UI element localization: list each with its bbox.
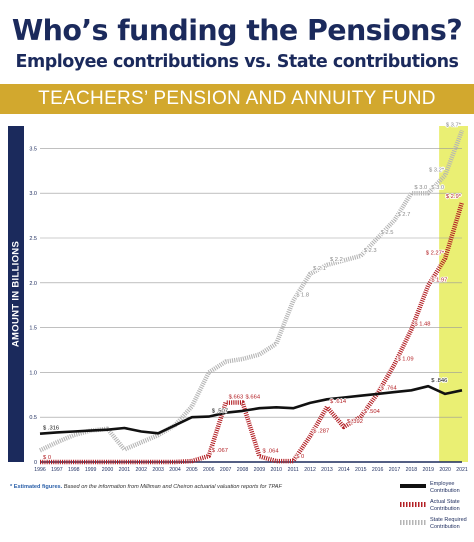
- x-tick-label: 2021: [456, 467, 468, 473]
- x-tick-label: 1997: [51, 467, 63, 473]
- footnote-source: Based on the information from Milliman a…: [63, 484, 282, 490]
- data-label: $ .392: [347, 419, 363, 425]
- data-label: $ 1.8: [296, 293, 309, 299]
- data-label: $ .764: [381, 386, 398, 392]
- y-tick-label: 2.0: [29, 281, 37, 287]
- x-tick-label: 1996: [34, 467, 46, 473]
- x-tick-label: 2020: [439, 467, 451, 473]
- x-tick-label: 2001: [119, 467, 131, 473]
- data-label: $ 2.3: [364, 248, 377, 254]
- x-tick-label: 2012: [304, 467, 316, 473]
- y-tick-label: 0.5: [29, 415, 37, 421]
- data-label: $ 1.97: [431, 277, 447, 283]
- page-title: Who’s funding the Pensions?: [11, 14, 463, 47]
- data-label: $ 2.2: [330, 257, 343, 263]
- data-label: $ .846: [431, 378, 447, 384]
- y-tick-label: 1.0: [29, 370, 37, 376]
- data-label: $ .507: [212, 409, 228, 415]
- data-label: $ .316: [43, 426, 59, 432]
- x-tick-label: 2010: [271, 467, 283, 473]
- data-label: $ .067: [212, 448, 228, 454]
- x-tick-label: 1999: [85, 467, 97, 473]
- data-label: $ 1.09: [397, 356, 413, 362]
- data-label: $ 3.7*: [446, 122, 462, 128]
- legend-swatch-employee: [400, 484, 426, 488]
- data-label: $ .504: [364, 409, 381, 415]
- x-tick-label: 2008: [237, 467, 249, 473]
- y-tick-label: 1.5: [29, 326, 37, 332]
- estimate-band: [439, 126, 468, 462]
- y-tick-label: 3.5: [29, 146, 37, 152]
- footnote: * Estimated figures. Based on the inform…: [10, 484, 282, 490]
- legend-label: Employee Contribution: [430, 481, 460, 494]
- series-line-state-required: [39, 129, 465, 453]
- data-label: $ 2.7: [397, 212, 410, 218]
- x-tick-label: 2013: [321, 467, 333, 473]
- data-label: $ 0: [43, 455, 51, 461]
- x-tick-label: 1998: [68, 467, 80, 473]
- footnote-estimated: * Estimated figures.: [10, 484, 63, 490]
- data-label: $ 2.5: [381, 230, 394, 236]
- legend-item: Actual State Contribution: [400, 499, 472, 517]
- legend-label: Actual State Contribution: [430, 499, 460, 512]
- data-label: $ 2.27*: [426, 251, 445, 257]
- x-tick-label: 2003: [152, 467, 164, 473]
- data-label: $.663: [229, 395, 244, 401]
- x-tick-label: 2016: [372, 467, 384, 473]
- x-tick-label: 2002: [136, 467, 148, 473]
- data-label: $ 3.0: [414, 185, 427, 191]
- x-tick-label: 2007: [220, 467, 232, 473]
- fund-banner: TEACHERS’ PENSION AND ANNUITY FUND: [0, 84, 474, 114]
- x-tick-label: 2015: [355, 467, 367, 473]
- x-tick-label: 2014: [338, 467, 350, 473]
- y-tick-label: 3.0: [29, 191, 37, 197]
- data-label: $ 2.9*: [446, 194, 462, 200]
- x-tick-label: 2000: [102, 467, 114, 473]
- legend-swatch-state-required: [400, 520, 426, 525]
- x-tick-label: 2005: [186, 467, 198, 473]
- x-tick-label: 2006: [203, 467, 215, 473]
- data-label: $ 0: [296, 454, 304, 460]
- y-tick-label: 2.5: [29, 236, 37, 242]
- series-line-employee: [39, 384, 463, 435]
- y-tick-label: 0: [34, 460, 37, 466]
- legend-item: Employee Contribution: [400, 481, 472, 499]
- legend-item: State Required Contribution: [400, 517, 472, 535]
- legend-swatch-actual-state: [400, 502, 426, 507]
- legend-label: State Required Contribution: [430, 517, 467, 530]
- page-subtitle: Employee contributions vs. State contrib…: [15, 52, 459, 72]
- y-axis-label-bar: [8, 126, 24, 462]
- x-tick-label: 2011: [288, 467, 299, 473]
- series-line-actual-state: [40, 201, 465, 465]
- x-tick-label: 2019: [422, 467, 434, 473]
- x-tick-label: 2004: [169, 467, 181, 473]
- x-tick-label: 2018: [406, 467, 418, 473]
- data-label: $.664: [246, 395, 261, 401]
- x-tick-label: 2009: [254, 467, 266, 473]
- x-tick-label: 2017: [389, 467, 401, 473]
- chart-legend: Employee Contribution Actual State Contr…: [400, 481, 472, 535]
- data-label: $ .287: [313, 428, 329, 434]
- data-label: $ 1.48: [414, 321, 430, 327]
- data-label: $ 2.1: [313, 266, 326, 272]
- data-label: $ 3.0: [431, 185, 444, 191]
- data-label: $ .614: [330, 399, 347, 405]
- data-label: $ 3.2*: [429, 167, 445, 173]
- data-label: $ .064: [262, 448, 279, 454]
